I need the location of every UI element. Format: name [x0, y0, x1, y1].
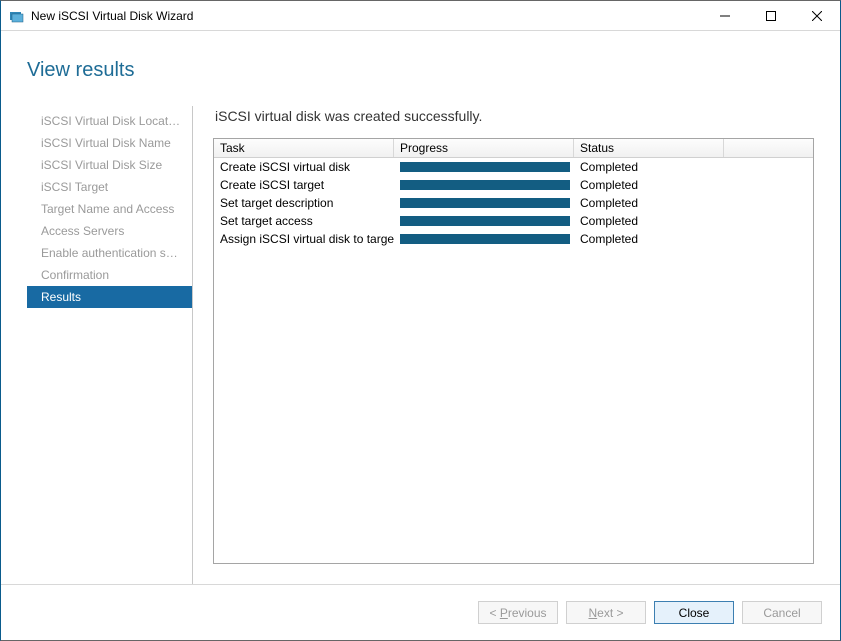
step-results: Results: [27, 286, 192, 308]
footer: < Previous Next > Close Cancel: [1, 584, 840, 640]
table-row[interactable]: Create iSCSI virtual disk Completed: [214, 158, 813, 176]
next-button: Next >: [566, 601, 646, 624]
step-target-name-access: Target Name and Access: [27, 198, 192, 220]
close-button[interactable]: [794, 1, 840, 30]
cancel-button: Cancel: [742, 601, 822, 624]
main-panel: iSCSI virtual disk was created successfu…: [193, 106, 814, 584]
table-row[interactable]: Set target description Completed: [214, 194, 813, 212]
window-title: New iSCSI Virtual Disk Wizard: [31, 9, 193, 23]
task-status: Completed: [574, 214, 724, 228]
task-name: Create iSCSI target: [214, 178, 394, 192]
task-progress: [394, 180, 574, 190]
maximize-button[interactable]: [748, 1, 794, 30]
titlebar: New iSCSI Virtual Disk Wizard: [1, 1, 840, 31]
progress-bar: [400, 162, 570, 172]
progress-bar: [400, 216, 570, 226]
minimize-button[interactable]: [702, 1, 748, 30]
table-row[interactable]: Create iSCSI target Completed: [214, 176, 813, 194]
header-task[interactable]: Task: [214, 139, 394, 157]
task-status: Completed: [574, 178, 724, 192]
content-area: View results iSCSI Virtual Disk Location…: [1, 31, 840, 584]
close-wizard-button[interactable]: Close: [654, 601, 734, 624]
progress-bar: [400, 180, 570, 190]
app-icon: [9, 8, 25, 24]
task-rows: Create iSCSI virtual disk Completed Crea…: [214, 158, 813, 563]
task-progress: [394, 216, 574, 226]
task-name: Set target access: [214, 214, 394, 228]
result-message: iSCSI virtual disk was created successfu…: [215, 108, 814, 124]
task-table-header: Task Progress Status: [214, 139, 813, 158]
task-progress: [394, 198, 574, 208]
step-confirmation: Confirmation: [27, 264, 192, 286]
task-progress: [394, 162, 574, 172]
step-access-servers: Access Servers: [27, 220, 192, 242]
step-iscsi-name: iSCSI Virtual Disk Name: [27, 132, 192, 154]
task-status: Completed: [574, 232, 724, 246]
step-enable-auth: Enable authentication ser...: [27, 242, 192, 264]
task-name: Set target description: [214, 196, 394, 210]
task-name: Assign iSCSI virtual disk to target: [214, 232, 394, 246]
wizard-steps-sidebar: iSCSI Virtual Disk Location iSCSI Virtua…: [27, 106, 193, 584]
step-iscsi-location: iSCSI Virtual Disk Location: [27, 110, 192, 132]
header-progress[interactable]: Progress: [394, 139, 574, 157]
table-row[interactable]: Set target access Completed: [214, 212, 813, 230]
header-status[interactable]: Status: [574, 139, 724, 157]
task-status: Completed: [574, 160, 724, 174]
task-progress: [394, 234, 574, 244]
window-controls: [702, 1, 840, 30]
task-table: Task Progress Status Create iSCSI virtua…: [213, 138, 814, 564]
step-iscsi-target: iSCSI Target: [27, 176, 192, 198]
table-row[interactable]: Assign iSCSI virtual disk to target Comp…: [214, 230, 813, 248]
page-title: View results: [27, 59, 814, 82]
wizard-window: New iSCSI Virtual Disk Wizard View resul…: [0, 0, 841, 641]
body: iSCSI Virtual Disk Location iSCSI Virtua…: [27, 106, 814, 584]
previous-button: < Previous: [478, 601, 558, 624]
progress-bar: [400, 234, 570, 244]
progress-bar: [400, 198, 570, 208]
header-spare: [724, 139, 813, 157]
step-iscsi-size: iSCSI Virtual Disk Size: [27, 154, 192, 176]
task-status: Completed: [574, 196, 724, 210]
task-name: Create iSCSI virtual disk: [214, 160, 394, 174]
